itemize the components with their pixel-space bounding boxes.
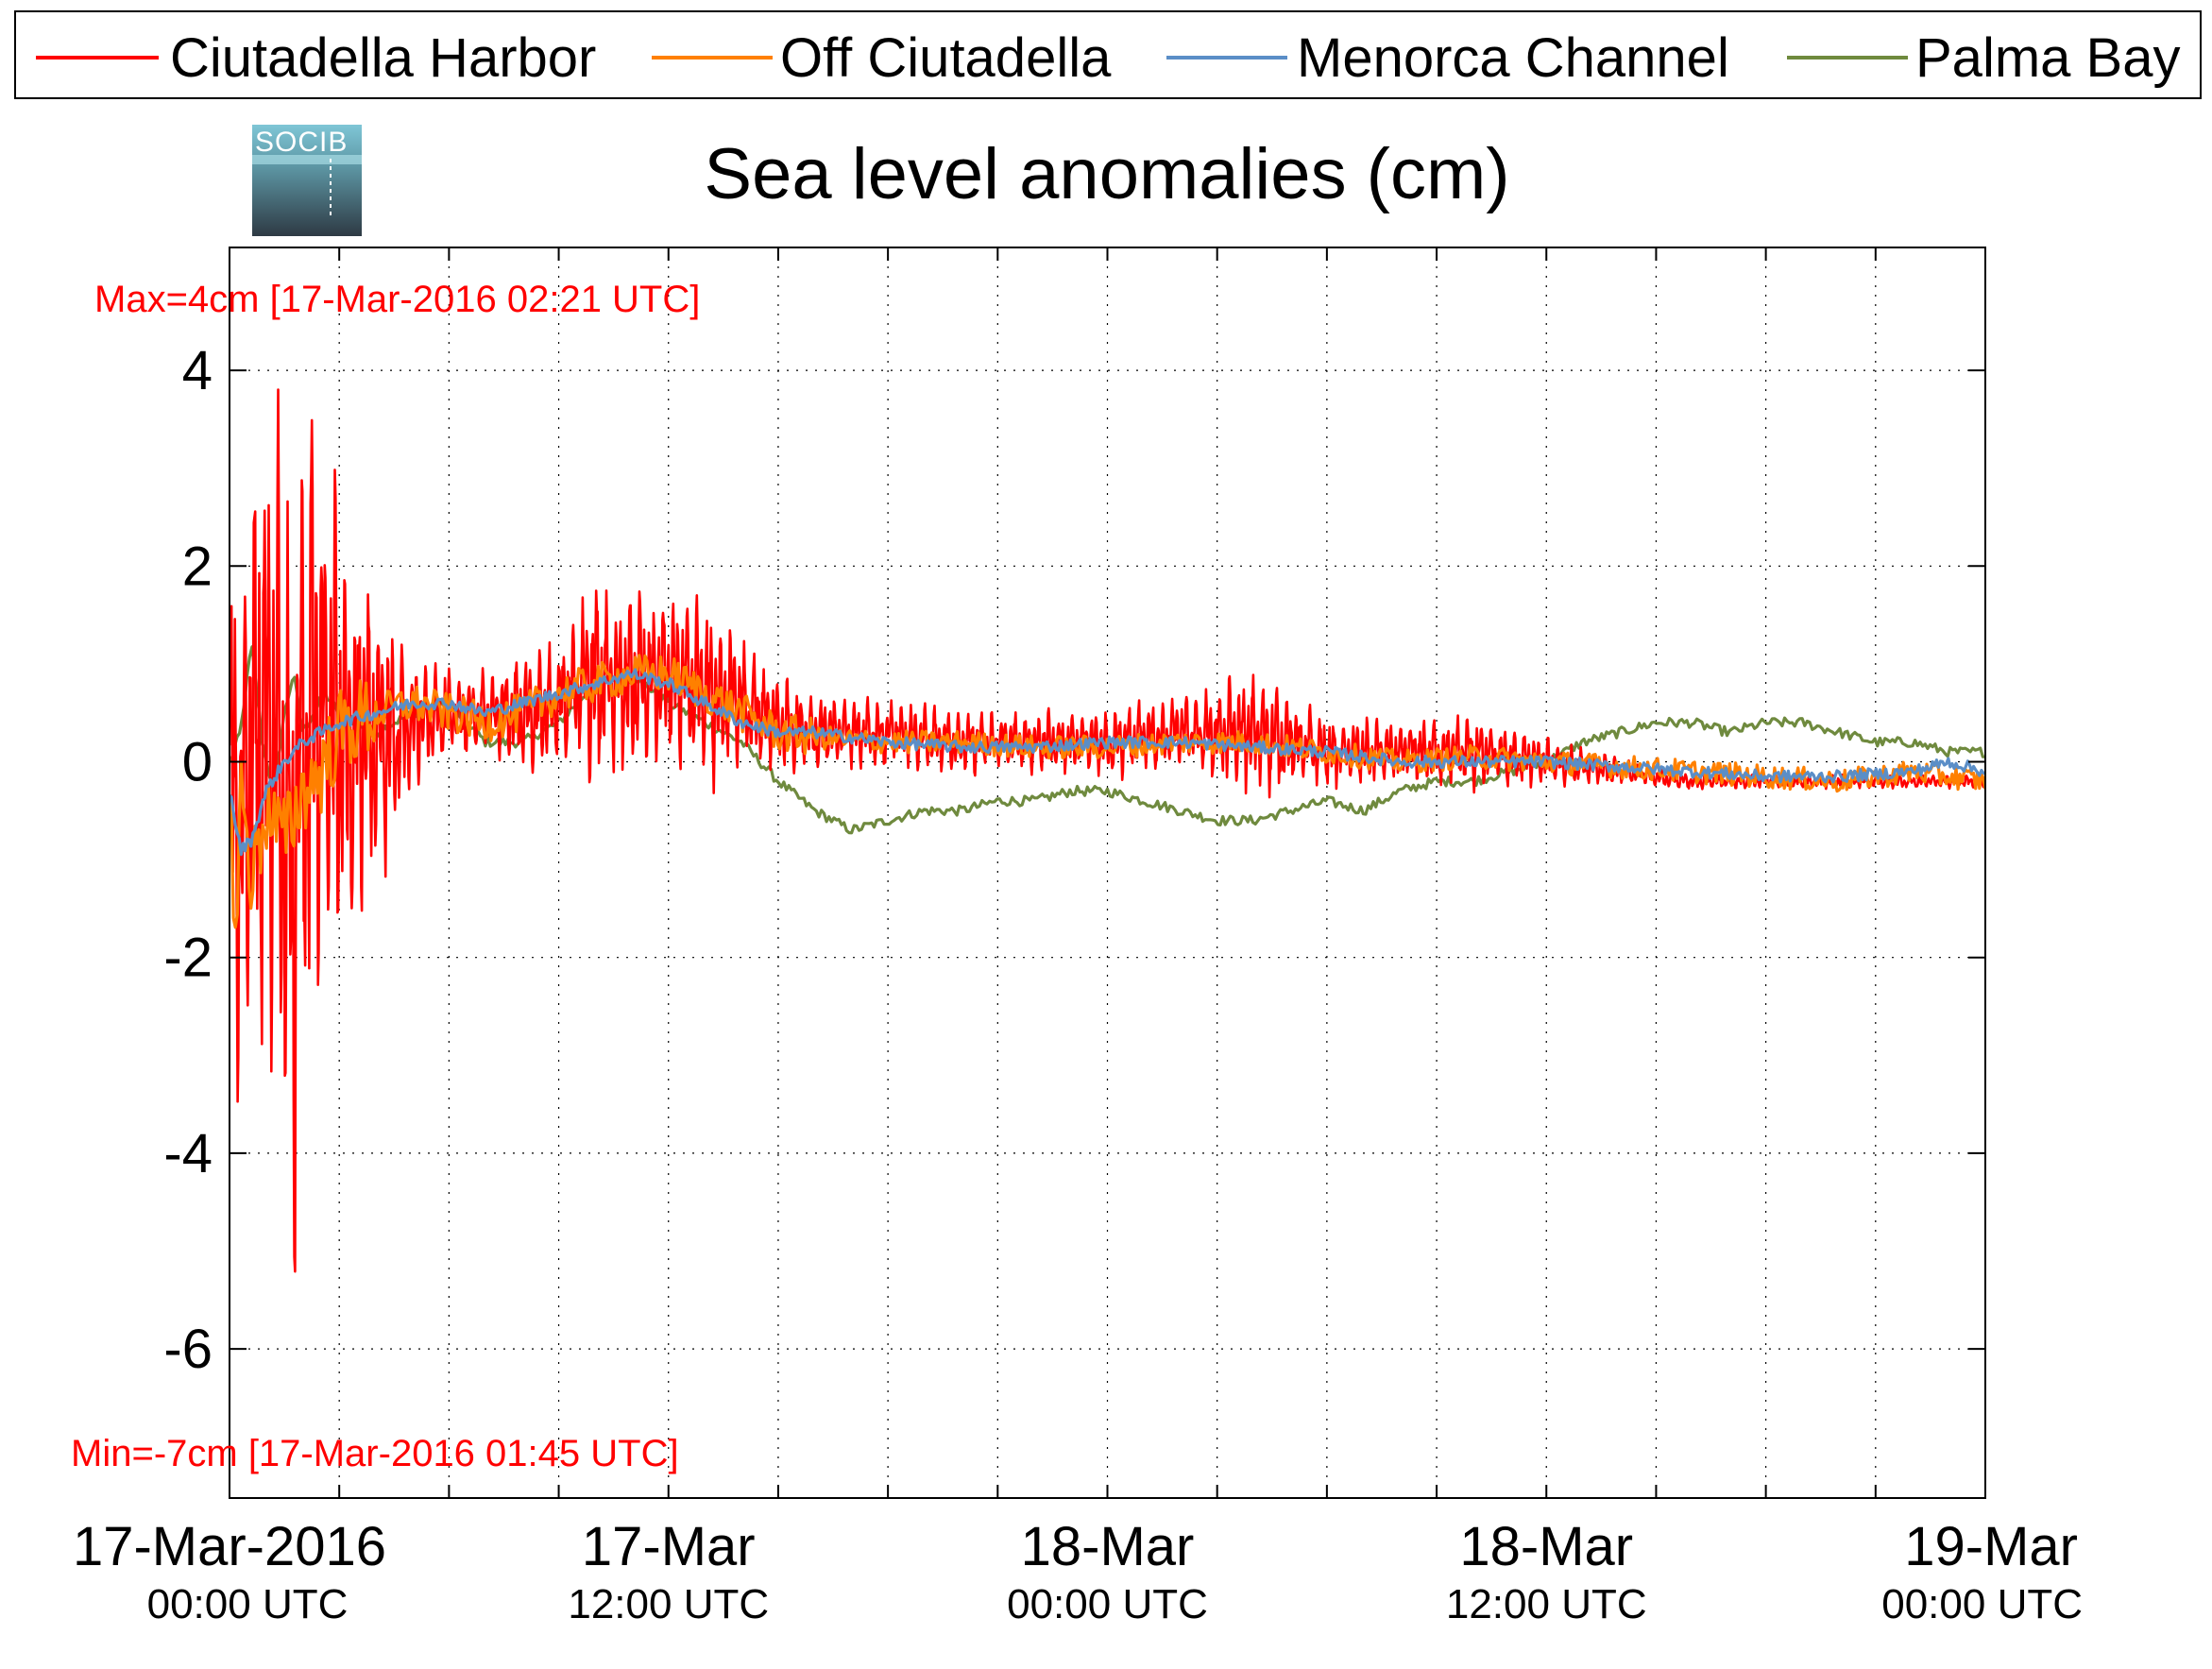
series-line-menorca-channel	[230, 668, 1985, 857]
series-line-ciutadella-harbor	[230, 388, 1985, 1273]
series-layer	[230, 388, 1985, 1273]
legend-label-ciutadella-harbor: Ciutadella Harbor	[170, 27, 596, 89]
x-tick-sublabel: 00:00 UTC	[147, 1581, 349, 1627]
x-tick-label: 19-Mar	[1904, 1516, 2078, 1577]
x-tick-sublabel: 00:00 UTC	[1007, 1581, 1208, 1627]
legend-label-off-ciutadella: Off Ciutadella	[780, 27, 1112, 89]
x-tick-sublabel: 00:00 UTC	[1881, 1581, 2083, 1627]
socib-logo: SOCIB	[252, 125, 362, 236]
grid	[230, 247, 1985, 1498]
x-tick-sublabel: 12:00 UTC	[1446, 1581, 1647, 1627]
chart-title: Sea level anomalies (cm)	[704, 134, 1509, 214]
y-tick-label: -2	[163, 928, 213, 989]
y-tick-label: 4	[182, 340, 213, 401]
x-tick-label: 18-Mar	[1021, 1516, 1195, 1577]
y-tick-label: 0	[182, 732, 213, 793]
legend-label-menorca-channel: Menorca Channel	[1297, 27, 1729, 89]
svg-text:SOCIB: SOCIB	[255, 127, 348, 158]
x-tick-label: 17-Mar-2016	[73, 1516, 386, 1577]
max-annotation: Max=4cm [17-Mar-2016 02:21 UTC]	[94, 279, 700, 320]
y-tick-label: 2	[182, 536, 213, 597]
y-tick-label: -6	[163, 1319, 213, 1380]
series-line-off-ciutadella	[230, 654, 1985, 929]
legend-label-palma-bay: Palma Bay	[1915, 27, 2180, 89]
legend: Ciutadella Harbor Off Ciutadella Menorca…	[14, 10, 2202, 99]
legend-box	[14, 10, 2202, 99]
y-tick-label: -4	[163, 1123, 213, 1184]
x-tick-label: 17-Mar	[582, 1516, 756, 1577]
min-annotation: Min=-7cm [17-Mar-2016 01:45 UTC]	[71, 1433, 679, 1474]
x-tick-sublabel: 12:00 UTC	[568, 1581, 769, 1627]
x-tick-label: 18-Mar	[1459, 1516, 1633, 1577]
